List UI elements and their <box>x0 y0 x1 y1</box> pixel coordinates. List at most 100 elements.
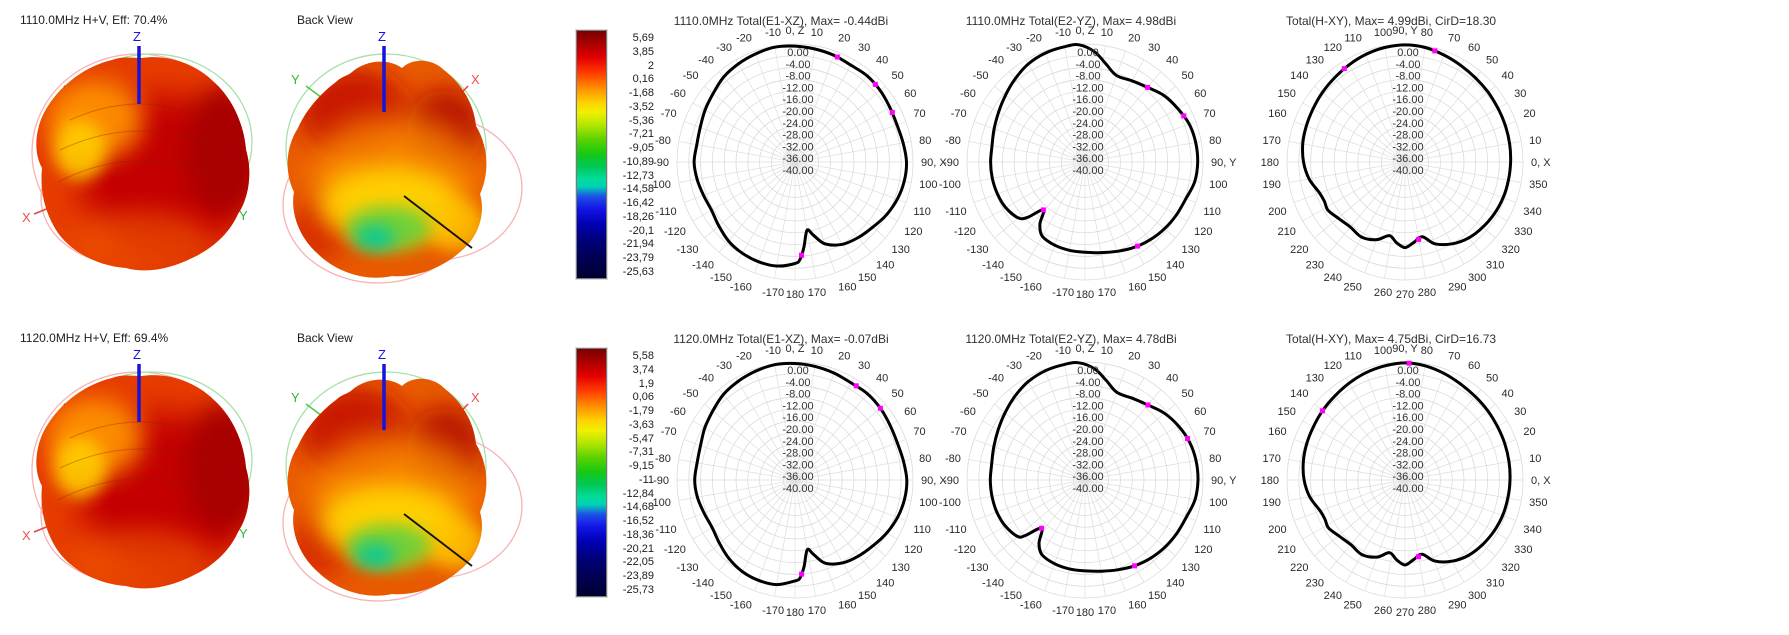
angle-label: 30 <box>1148 42 1160 54</box>
angle-label: 90, Y <box>1211 157 1237 169</box>
angle-label: -160 <box>1020 281 1042 293</box>
colorbar-tick-label: 5,58 <box>632 350 654 362</box>
angle-labels: -170 -160-150-140 -130 -120 -110 -100 -90 -80 -7… <box>939 343 1237 619</box>
angle-label: 80 <box>1421 27 1433 39</box>
angle-label: 110 <box>1203 524 1221 536</box>
db-tick-label: -32.00 <box>1392 141 1423 153</box>
colorbar-tick-label: 0,06 <box>632 391 654 404</box>
angle-label: 70 <box>1448 33 1460 45</box>
polar-plot-e1-xz-row2: -170 -160-150-140 -130 -120 -110 -100 -90 -80 -7… <box>649 332 947 619</box>
db-tick-label: -32.00 <box>1072 141 1103 153</box>
angle-label: 340 <box>1523 524 1541 536</box>
angle-label: 70 <box>913 108 925 120</box>
db-tick-label: -20.00 <box>1072 424 1103 436</box>
angle-label: -110 <box>655 206 676 218</box>
colorbar-tick-label: -16,52 <box>622 515 654 528</box>
back-y-axis-label: Y <box>291 72 300 87</box>
angle-label: 10 <box>811 27 823 39</box>
angle-label: 120 <box>904 226 922 238</box>
angle-label: 160 <box>1268 426 1286 438</box>
angle-label: 30 <box>1514 88 1526 100</box>
db-tick-label: -16.00 <box>782 412 813 424</box>
db-tick-labels: 0.00-4.00-8.00-12.00-16.00-20.00-24.00-2… <box>1392 365 1423 495</box>
angle-label: 50 <box>1182 388 1194 400</box>
polar-plot-e2-yz-row1: -170 -160-150-140 -130 -120 -110 -100 -90 -80 -7… <box>939 14 1237 301</box>
angle-label: 160 <box>1128 599 1146 611</box>
angle-label: 320 <box>1502 562 1520 574</box>
angle-label: 240 <box>1324 272 1342 284</box>
angle-label: 50 <box>1486 373 1498 385</box>
db-tick-label: -24.00 <box>1072 118 1103 130</box>
angle-label: 190 <box>1263 179 1281 191</box>
beamwidth-marker <box>1145 84 1151 90</box>
angle-label: 50 <box>1486 55 1498 67</box>
db-tick-label: -40.00 <box>1392 165 1423 177</box>
angle-label: 40 <box>1166 373 1178 385</box>
beamwidth-marker <box>853 383 859 389</box>
colorbar-tick-label: -23,79 <box>622 252 654 265</box>
angle-label: -130 <box>966 562 988 574</box>
angle-label: 310 <box>1486 578 1504 590</box>
radiation-pattern-curve <box>692 44 909 268</box>
angle-label: 110 <box>1344 33 1362 45</box>
angle-label: -20 <box>1026 351 1042 363</box>
angle-label: -120 <box>664 226 686 238</box>
db-tick-label: -20.00 <box>782 424 813 436</box>
front-3d-blob <box>36 57 250 271</box>
db-tick-label: 0.00 <box>1397 365 1418 377</box>
radiation-pattern-curve <box>988 361 1200 573</box>
angle-label: 200 <box>1268 206 1286 218</box>
angle-label: 210 <box>1278 226 1296 238</box>
db-tick-label: -40.00 <box>782 165 813 177</box>
angle-label: -20 <box>1026 33 1042 45</box>
angle-label: 60 <box>1468 360 1480 372</box>
radiation-pattern-curve <box>989 43 1200 255</box>
angle-label: 140 <box>876 260 894 272</box>
angle-label: -110 <box>945 206 966 218</box>
db-tick-label: -36.00 <box>782 153 813 165</box>
front-z-axis-label: Z <box>133 29 141 44</box>
angle-label: -60 <box>670 88 686 100</box>
angle-label: 140 <box>1166 578 1184 590</box>
beamwidth-marker <box>889 109 895 115</box>
beamwidth-marker <box>1320 408 1325 414</box>
colorbar-gradient <box>575 347 608 598</box>
angle-labels: -170 -160-150-140 -130 -120 -110 -100 -90 -80 -7… <box>649 25 947 301</box>
angle-label: -150 <box>1000 590 1022 602</box>
angle-label: -120 <box>954 226 976 238</box>
colorbar-tick-label: -7,31 <box>628 446 654 459</box>
front-y-axis-label: Y <box>239 208 248 223</box>
angle-label: -130 <box>966 244 988 256</box>
angle-label: -70 <box>951 426 967 438</box>
back-z-axis-label: Z <box>378 29 386 44</box>
colorbar-tick-label: -3,63 <box>628 418 654 431</box>
angle-label: 140 <box>1166 260 1184 272</box>
angle-label: 330 <box>1514 544 1532 556</box>
beamwidth-marker <box>877 405 883 411</box>
angle-label: -80 <box>945 453 961 465</box>
db-tick-label: -36.00 <box>1072 153 1103 165</box>
angle-label: -50 <box>683 388 699 400</box>
angle-label: 30 <box>1514 406 1526 418</box>
angle-label: 20 <box>838 351 850 363</box>
angle-label: -140 <box>982 260 1004 272</box>
angle-label: -60 <box>670 406 686 418</box>
angle-label: 0, Z <box>786 343 805 355</box>
angle-label: 20 <box>838 33 850 45</box>
angle-label: 40 <box>876 55 888 67</box>
angle-label: 130 <box>1182 244 1200 256</box>
db-tick-label: -16.00 <box>1072 412 1103 424</box>
angle-label: -100 <box>649 497 671 509</box>
angle-label: 90, X <box>921 475 947 487</box>
colorbar-tick-label: 0,16 <box>632 73 654 86</box>
angle-label: 60 <box>1468 42 1480 54</box>
angle-label: -170 <box>762 287 784 299</box>
angle-label: 80 <box>1209 135 1221 147</box>
angle-label: 110 <box>913 524 931 536</box>
angle-label: -30 <box>1006 42 1022 54</box>
angle-label: -80 <box>655 135 671 147</box>
beamwidth-markers <box>1040 84 1187 249</box>
db-tick-label: -28.00 <box>1072 448 1103 460</box>
beamwidth-marker <box>1406 360 1412 366</box>
